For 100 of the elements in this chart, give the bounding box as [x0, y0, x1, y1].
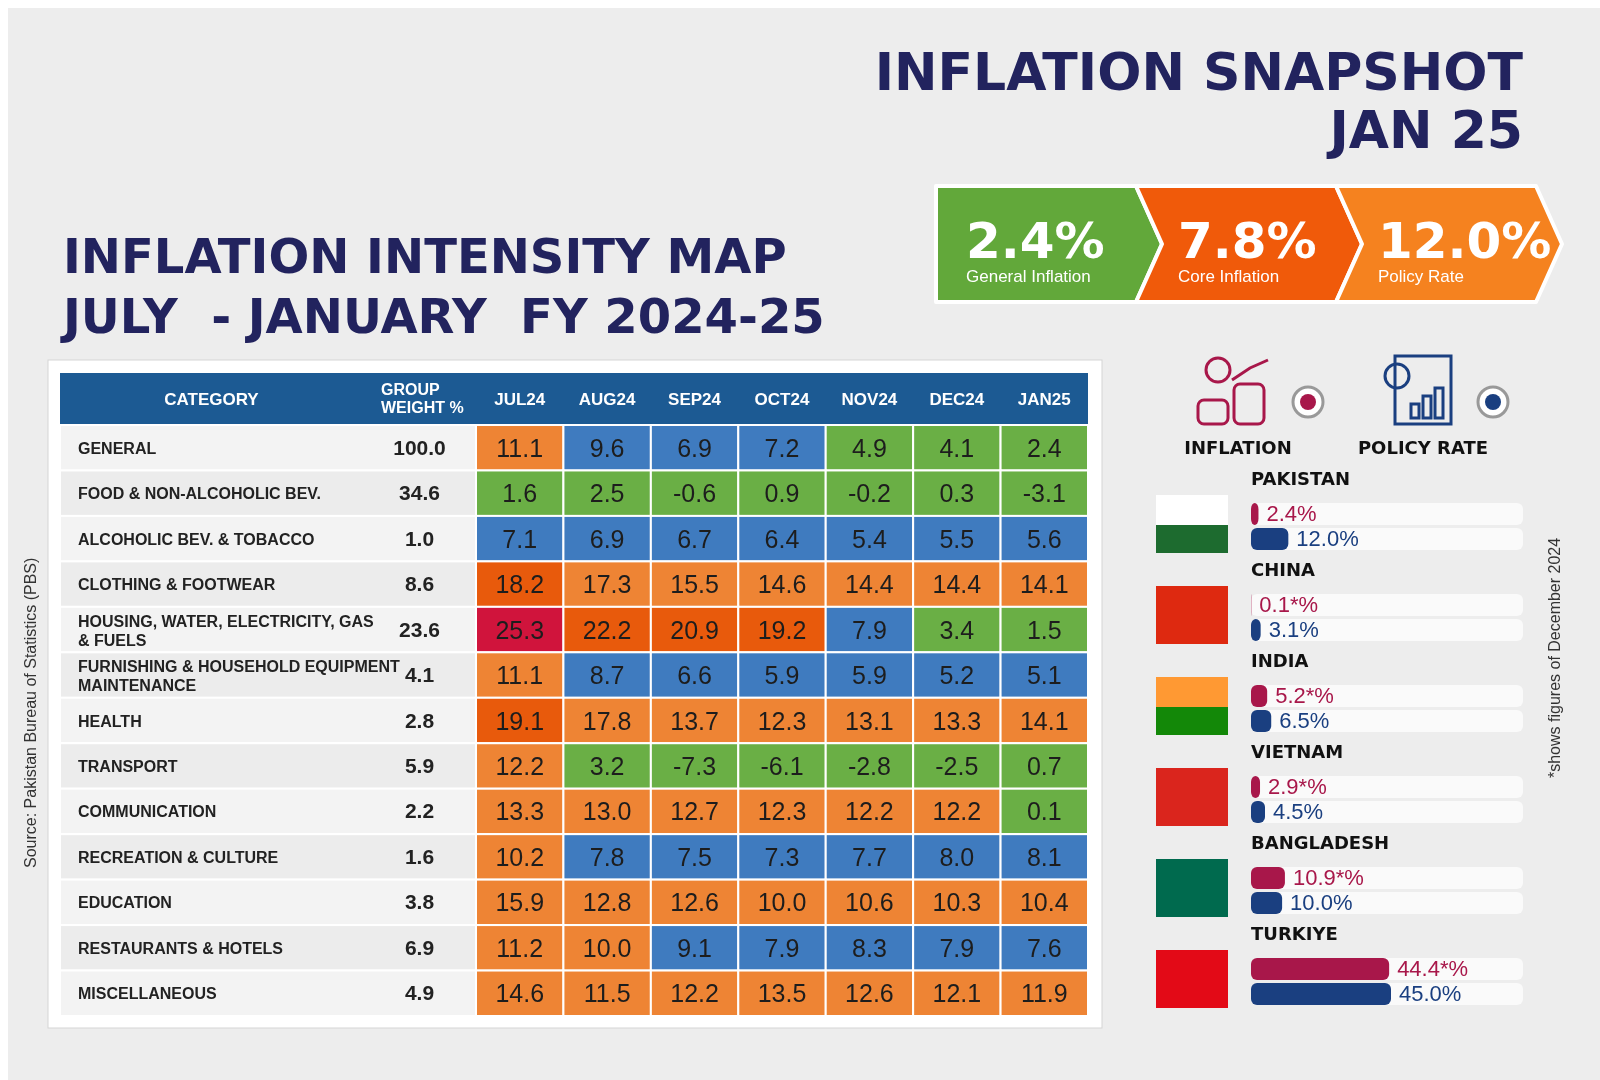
data-label: -2.5	[935, 751, 979, 780]
y-tick-label: HOUSING, WATER, ELECTRICITY, GAS & FUELS	[78, 612, 375, 649]
x-tick-label: DEC24	[929, 390, 985, 409]
data-label: 0.9	[764, 479, 800, 508]
data-label: 0.3	[939, 479, 975, 508]
data-label: 10.2	[495, 842, 545, 871]
data-label: 9.1	[677, 933, 712, 962]
y2-tick-label: 5.9	[404, 753, 435, 777]
y-tick-label: INDIA	[1251, 650, 1309, 671]
legend-label: INFLATION	[1184, 437, 1292, 458]
data-label: 12.2	[495, 751, 545, 780]
data-label: 12.6	[845, 979, 894, 1008]
data-label: 3.4	[939, 615, 975, 644]
data-label: 7.9	[939, 933, 975, 962]
y-axis-title: CATEGORY	[164, 390, 260, 409]
data-label: 12.0%	[1296, 526, 1359, 551]
data-label: 20.9	[670, 615, 719, 644]
y-tick-label: COMMUNICATION	[78, 803, 217, 821]
data-label: 5.6	[1026, 524, 1062, 553]
data-label: 8.0	[939, 842, 975, 871]
y-tick-label: CLOTHING & FOOTWEAR	[78, 576, 276, 594]
x-tick-label: AUG24	[578, 390, 637, 409]
data-label: 11.1	[496, 433, 544, 462]
data-label: 5.2	[939, 661, 975, 690]
data-label: 4.5%	[1273, 799, 1324, 824]
y2-tick-label: 4.9	[404, 981, 435, 1005]
data-label: 4.9	[852, 433, 887, 462]
data-label: 19.1	[495, 706, 545, 735]
y2-tick-label: 6.9	[404, 935, 435, 959]
data-label: 0.7	[1026, 751, 1062, 780]
data-label: 10.0%	[1290, 890, 1353, 915]
data-label: 11.1	[496, 661, 544, 690]
data-label: 5.2*%	[1275, 683, 1334, 708]
y-tick-label: VIETNAM	[1251, 741, 1344, 762]
data-label: 11.5	[583, 979, 631, 1008]
y2-tick-label: 2.8	[404, 708, 435, 732]
data-label: 6.6	[677, 661, 712, 690]
data-label: 1.6	[502, 479, 538, 508]
data-label: 5.4	[852, 524, 887, 553]
data-label: 8.1	[1026, 842, 1062, 871]
data-label: 0.1	[1026, 797, 1062, 826]
data-label: 7.2	[764, 433, 800, 462]
source-note: Source: Pakistan Bureau of Statistics (PBS)	[22, 557, 39, 868]
data-label: 13.7	[670, 706, 719, 735]
data-label: 14.1	[1019, 706, 1069, 735]
y2-tick-label: 34.6	[399, 481, 440, 505]
data-label: -3.1	[1022, 479, 1066, 508]
text: 7.8%	[1178, 212, 1317, 270]
data-label: 6.7	[677, 524, 712, 553]
text: INFLATION SNAPSHOT JAN 25	[874, 42, 1524, 160]
data-label: 4.1	[939, 433, 975, 462]
y2-tick-label: 4.1	[404, 663, 435, 687]
x-tick-label: SEP24	[668, 390, 722, 409]
data-label: 10.0	[757, 888, 807, 917]
data-label: -0.6	[673, 479, 717, 508]
data-label: 7.9	[764, 933, 800, 962]
y-tick-label: ALCOHOLIC BEV. & TOBACCO	[78, 530, 315, 548]
data-label: 6.9	[589, 524, 625, 553]
data-label: 7.5	[677, 842, 712, 871]
x-tick-label: NOV24	[841, 390, 898, 409]
data-label: 12.2	[845, 797, 894, 826]
data-label: 5.5	[939, 524, 975, 553]
data-label: 0.1*%	[1259, 592, 1319, 617]
data-label: 12.2	[670, 979, 719, 1008]
y-tick-label: EDUCATION	[78, 894, 172, 912]
data-label: 15.9	[495, 888, 545, 917]
y-tick-label: PAKISTAN	[1251, 468, 1350, 489]
data-label: 11.2	[496, 933, 544, 962]
chart-subtitle: JULY - JANUARY FY 2024-25	[60, 288, 825, 344]
data-label: 7.6	[1026, 933, 1062, 962]
data-label: 13.3	[932, 706, 982, 735]
data-label: -6.1	[760, 751, 804, 780]
text: Core Inflation	[1178, 267, 1280, 286]
y-tick-label: RESTAURANTS & HOTELS	[78, 939, 284, 957]
data-label: 5.1	[1026, 661, 1062, 690]
data-label: 8.7	[589, 661, 625, 690]
data-label: 13.3	[495, 797, 545, 826]
y-tick-label: CHINA	[1251, 559, 1316, 580]
data-label: 13.5	[757, 979, 807, 1008]
data-label: 14.6	[495, 979, 545, 1008]
y-tick-label: GENERAL	[78, 439, 157, 457]
data-label: 2.4	[1026, 433, 1062, 462]
data-label: 18.2	[495, 570, 545, 599]
y-tick-label: MISCELLANEOUS	[78, 985, 217, 1003]
y2-tick-label: 100.0	[393, 435, 446, 459]
data-label: 3.1%	[1268, 617, 1319, 642]
y-tick-label: TURKIYE	[1251, 923, 1338, 944]
text: *shows figures of December 2024	[1546, 537, 1563, 778]
data-label: 2.4%	[1266, 501, 1317, 526]
data-label: 12.7	[670, 797, 719, 826]
data-label: 2.5	[589, 479, 625, 508]
data-label: 7.7	[852, 842, 887, 871]
data-label: 17.8	[582, 706, 632, 735]
data-label: 45.0%	[1399, 981, 1462, 1006]
data-label: 3.2	[589, 751, 625, 780]
data-label: 1.5	[1026, 615, 1062, 644]
data-label: 8.3	[852, 933, 887, 962]
data-label: 10.4	[1019, 888, 1069, 917]
text: General Inflation	[966, 267, 1091, 286]
y2-tick-label: 1.6	[404, 844, 435, 868]
